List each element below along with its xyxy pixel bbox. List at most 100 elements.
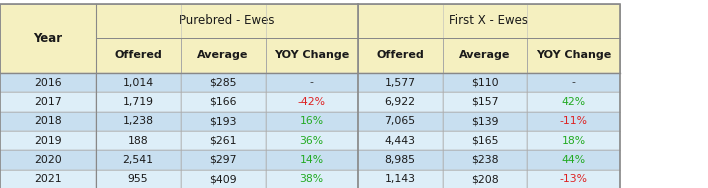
- Text: -: -: [309, 77, 314, 87]
- FancyBboxPatch shape: [0, 73, 96, 92]
- FancyBboxPatch shape: [96, 131, 181, 150]
- Text: $166: $166: [210, 97, 236, 107]
- FancyBboxPatch shape: [358, 150, 442, 170]
- Text: $261: $261: [210, 136, 236, 146]
- FancyBboxPatch shape: [527, 73, 620, 92]
- FancyBboxPatch shape: [442, 92, 527, 111]
- FancyBboxPatch shape: [266, 170, 358, 188]
- FancyBboxPatch shape: [181, 38, 266, 73]
- FancyBboxPatch shape: [527, 131, 620, 150]
- FancyBboxPatch shape: [181, 150, 266, 170]
- FancyBboxPatch shape: [96, 170, 181, 188]
- Text: 4,443: 4,443: [384, 136, 416, 146]
- FancyBboxPatch shape: [266, 73, 358, 92]
- FancyBboxPatch shape: [358, 92, 442, 111]
- Text: -13%: -13%: [559, 174, 588, 184]
- FancyBboxPatch shape: [96, 111, 181, 131]
- Text: Average: Average: [459, 50, 510, 60]
- Text: 38%: 38%: [299, 174, 324, 184]
- Text: First X - Ewes: First X - Ewes: [449, 14, 528, 27]
- Text: Offered: Offered: [376, 50, 424, 60]
- FancyBboxPatch shape: [96, 73, 181, 92]
- Text: 188: 188: [127, 136, 149, 146]
- FancyBboxPatch shape: [442, 170, 527, 188]
- Text: -42%: -42%: [297, 97, 326, 107]
- FancyBboxPatch shape: [0, 170, 96, 188]
- Text: 1,014: 1,014: [122, 77, 154, 87]
- FancyBboxPatch shape: [266, 111, 358, 131]
- Text: $285: $285: [210, 77, 236, 87]
- Text: 1,143: 1,143: [384, 174, 416, 184]
- FancyBboxPatch shape: [266, 92, 358, 111]
- FancyBboxPatch shape: [96, 4, 358, 38]
- Text: 42%: 42%: [561, 97, 586, 107]
- Text: 2,541: 2,541: [122, 155, 154, 165]
- Text: Average: Average: [198, 50, 249, 60]
- Text: $193: $193: [210, 116, 236, 126]
- Text: 16%: 16%: [299, 116, 324, 126]
- Text: Offered: Offered: [114, 50, 162, 60]
- Text: 2017: 2017: [34, 97, 62, 107]
- FancyBboxPatch shape: [96, 150, 181, 170]
- Text: $297: $297: [210, 155, 236, 165]
- FancyBboxPatch shape: [0, 131, 96, 150]
- Text: $409: $409: [209, 174, 237, 184]
- Text: 2020: 2020: [34, 155, 62, 165]
- FancyBboxPatch shape: [527, 170, 620, 188]
- FancyBboxPatch shape: [181, 92, 266, 111]
- FancyBboxPatch shape: [0, 111, 96, 131]
- FancyBboxPatch shape: [181, 111, 266, 131]
- FancyBboxPatch shape: [358, 131, 442, 150]
- Text: $157: $157: [472, 97, 498, 107]
- FancyBboxPatch shape: [527, 111, 620, 131]
- FancyBboxPatch shape: [442, 131, 527, 150]
- FancyBboxPatch shape: [358, 4, 620, 38]
- FancyBboxPatch shape: [0, 4, 96, 73]
- FancyBboxPatch shape: [442, 150, 527, 170]
- Text: 44%: 44%: [561, 155, 586, 165]
- FancyBboxPatch shape: [442, 111, 527, 131]
- FancyBboxPatch shape: [358, 73, 442, 92]
- Text: 1,238: 1,238: [122, 116, 154, 126]
- Text: YOY Change: YOY Change: [274, 50, 349, 60]
- Text: 1,577: 1,577: [384, 77, 416, 87]
- Text: 6,922: 6,922: [384, 97, 416, 107]
- FancyBboxPatch shape: [527, 150, 620, 170]
- FancyBboxPatch shape: [358, 111, 442, 131]
- Text: $110: $110: [471, 77, 499, 87]
- Text: 1,719: 1,719: [122, 97, 154, 107]
- FancyBboxPatch shape: [442, 38, 527, 73]
- FancyBboxPatch shape: [442, 73, 527, 92]
- Text: 955: 955: [127, 174, 149, 184]
- Text: 36%: 36%: [299, 136, 324, 146]
- FancyBboxPatch shape: [527, 92, 620, 111]
- Text: Purebred - Ewes: Purebred - Ewes: [179, 14, 274, 27]
- Text: YOY Change: YOY Change: [536, 50, 611, 60]
- Text: 7,065: 7,065: [384, 116, 416, 126]
- FancyBboxPatch shape: [358, 38, 442, 73]
- FancyBboxPatch shape: [0, 150, 96, 170]
- FancyBboxPatch shape: [527, 38, 620, 73]
- FancyBboxPatch shape: [96, 92, 181, 111]
- Text: 18%: 18%: [561, 136, 586, 146]
- Text: $208: $208: [471, 174, 499, 184]
- FancyBboxPatch shape: [358, 170, 442, 188]
- FancyBboxPatch shape: [0, 92, 96, 111]
- Text: $139: $139: [472, 116, 498, 126]
- FancyBboxPatch shape: [181, 131, 266, 150]
- FancyBboxPatch shape: [266, 150, 358, 170]
- Text: 2018: 2018: [34, 116, 62, 126]
- Text: $238: $238: [472, 155, 498, 165]
- FancyBboxPatch shape: [181, 73, 266, 92]
- FancyBboxPatch shape: [181, 170, 266, 188]
- Text: $165: $165: [472, 136, 498, 146]
- Text: 14%: 14%: [299, 155, 324, 165]
- Text: 8,985: 8,985: [384, 155, 416, 165]
- Text: -: -: [571, 77, 576, 87]
- FancyBboxPatch shape: [96, 38, 181, 73]
- Text: 2019: 2019: [34, 136, 62, 146]
- Text: Year: Year: [33, 32, 62, 45]
- Text: 2016: 2016: [34, 77, 62, 87]
- Text: 2021: 2021: [34, 174, 62, 184]
- FancyBboxPatch shape: [266, 131, 358, 150]
